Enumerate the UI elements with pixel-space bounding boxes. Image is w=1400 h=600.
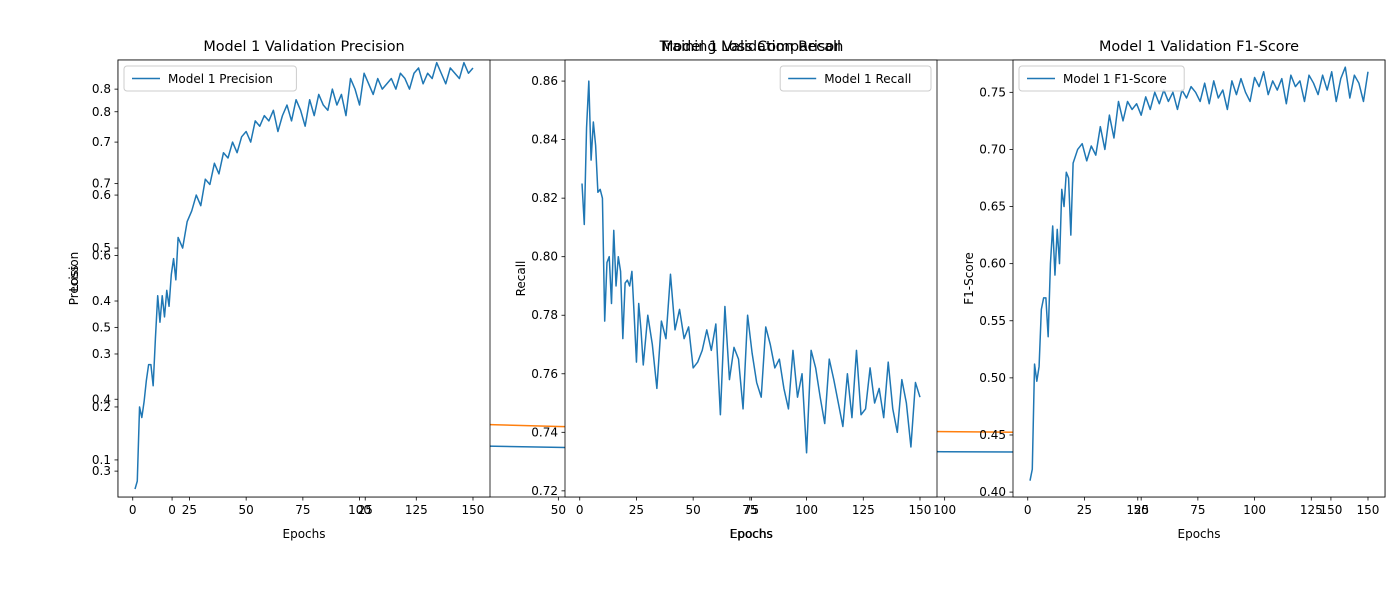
y-tick-label: 0.6 (92, 249, 111, 263)
chart-title: Model 1 Validation Recall (661, 39, 841, 55)
x-tick-label: 25 (182, 503, 197, 517)
chart-title: Model 1 Validation Precision (203, 39, 404, 55)
x-tick-label: 75 (744, 503, 759, 517)
series-line-model-1-f1-score (1029, 66, 1369, 481)
x-tick-label: 150 (1319, 503, 1342, 517)
x-tick-label: 125 (1300, 503, 1323, 517)
plot-background (1013, 60, 1385, 497)
plot-background (118, 60, 490, 497)
y-tick-label: 0.76 (531, 367, 558, 381)
y-tick-label: 0.82 (531, 191, 558, 205)
legend-label: Model 1 Precision (168, 72, 273, 86)
y-tick-label: 0.86 (531, 74, 558, 88)
series-line-model-1-precision (134, 61, 474, 490)
x-tick-label: 150 (462, 503, 485, 517)
x-axis-label: Epochs (283, 527, 326, 541)
y-tick-label: 0.80 (531, 250, 558, 264)
plot-lines (134, 61, 474, 490)
x-tick-label: 125 (405, 503, 428, 517)
plot-lines (581, 80, 921, 454)
plot-background (565, 60, 937, 497)
x-tick-label: 100 (1243, 503, 1266, 517)
y-tick-label: 0.60 (979, 257, 1006, 271)
axes-frame (1012, 59, 1386, 498)
legend: Model 1 Precision (123, 65, 297, 92)
y-tick-label: 0.65 (979, 200, 1006, 214)
legend-label: Model 1 F1-Score (1063, 72, 1167, 86)
y-axis-label: Loss (67, 265, 81, 291)
chart-recall: 0 25 50 75 100 125 150 0.72 0.74 0.76 0.78 0.80 0.82… (514, 39, 938, 541)
legend-label: Model 1 Recall (824, 72, 911, 86)
x-tick-label: 50 (1134, 503, 1149, 517)
x-tick-label: 150 (909, 503, 932, 517)
y-tick-label: 0.7 (92, 177, 111, 191)
y-tick-label: 0.40 (979, 485, 1006, 499)
y-tick-label: 0.8 (92, 82, 111, 96)
x-axis-label: Epochs (730, 527, 773, 541)
y-tick-label: 0.2 (92, 400, 111, 414)
y-tick-label: 0.50 (979, 371, 1006, 385)
y-axis-label: Recall (514, 261, 528, 297)
legend: Model 1 F1-Score (1018, 65, 1185, 92)
x-tick-label: 75 (742, 503, 757, 517)
series-line-model-1-recall (581, 80, 921, 454)
chart-precision: 0 25 50 75 100 125 1500.10.20.30.40.50.60.70.8… (67, 39, 491, 541)
y-tick-label: 0.78 (531, 308, 558, 322)
legend-box (779, 65, 932, 92)
legend-box (1018, 65, 1185, 92)
chart-title: Training Loss Comparison (659, 39, 844, 55)
x-tick-label: 0 (1024, 503, 1032, 517)
x-tick-label: 0 (168, 503, 176, 517)
y-tick-label: 0.74 (531, 425, 558, 439)
x-tick-label: 50 (686, 503, 701, 517)
y-axis-label: F1-Score (962, 252, 976, 304)
y-tick-label: 0.5 (92, 320, 111, 334)
x-axis-label: Epochs (1178, 527, 1221, 541)
y-tick-label: 0.72 (531, 484, 558, 498)
x-axis-label: Epochs (730, 527, 773, 541)
y-tick-label: 0.6 (92, 188, 111, 202)
y-tick-label: 0.7 (92, 135, 111, 149)
axes-frame (117, 59, 491, 498)
y-tick-label: 0.75 (979, 85, 1006, 99)
x-tick-label: 150 (1357, 503, 1380, 517)
y-tick-label: 0.45 (979, 428, 1006, 442)
y-tick-label: 0.3 (92, 347, 111, 361)
y-tick-label: 0.3 (92, 464, 111, 478)
chart-f1: 0 25 50 75 100 125 1500.400.450.500.550.600.65… (962, 39, 1386, 541)
y-tick-label: 0.84 (531, 133, 558, 147)
axes-frame (564, 59, 938, 498)
y-tick-label: 0.4 (92, 294, 111, 308)
plot-lines (1029, 66, 1369, 481)
x-tick-label: 75 (295, 503, 310, 517)
x-tick-label: 25 (1077, 503, 1092, 517)
y-axis-label: Precision (67, 252, 81, 306)
legend: Model 1 Recall (779, 65, 932, 92)
x-tick-label: 125 (852, 503, 875, 517)
y-tick-label: 0.70 (979, 142, 1006, 156)
x-tick-label: 100 (795, 503, 818, 517)
x-tick-label: 50 (551, 503, 566, 517)
chart-title: Model 1 Validation F1-Score (1099, 39, 1299, 55)
x-tick-label: 100 (933, 503, 956, 517)
x-tick-label: 0 (576, 503, 584, 517)
x-tick-label: 25 (358, 503, 373, 517)
legend-box (123, 65, 297, 92)
y-tick-label: 0.4 (92, 392, 111, 406)
y-tick-label: 0.8 (92, 105, 111, 119)
x-tick-label: 75 (1190, 503, 1205, 517)
y-tick-label: 0.5 (92, 241, 111, 255)
y-tick-label: 0.55 (979, 314, 1006, 328)
x-tick-label: 50 (239, 503, 254, 517)
x-tick-label: 125 (1126, 503, 1149, 517)
x-tick-label: 100 (348, 503, 371, 517)
x-tick-label: 25 (629, 503, 644, 517)
x-tick-label: 0 (129, 503, 137, 517)
y-tick-label: 0.1 (92, 453, 111, 467)
